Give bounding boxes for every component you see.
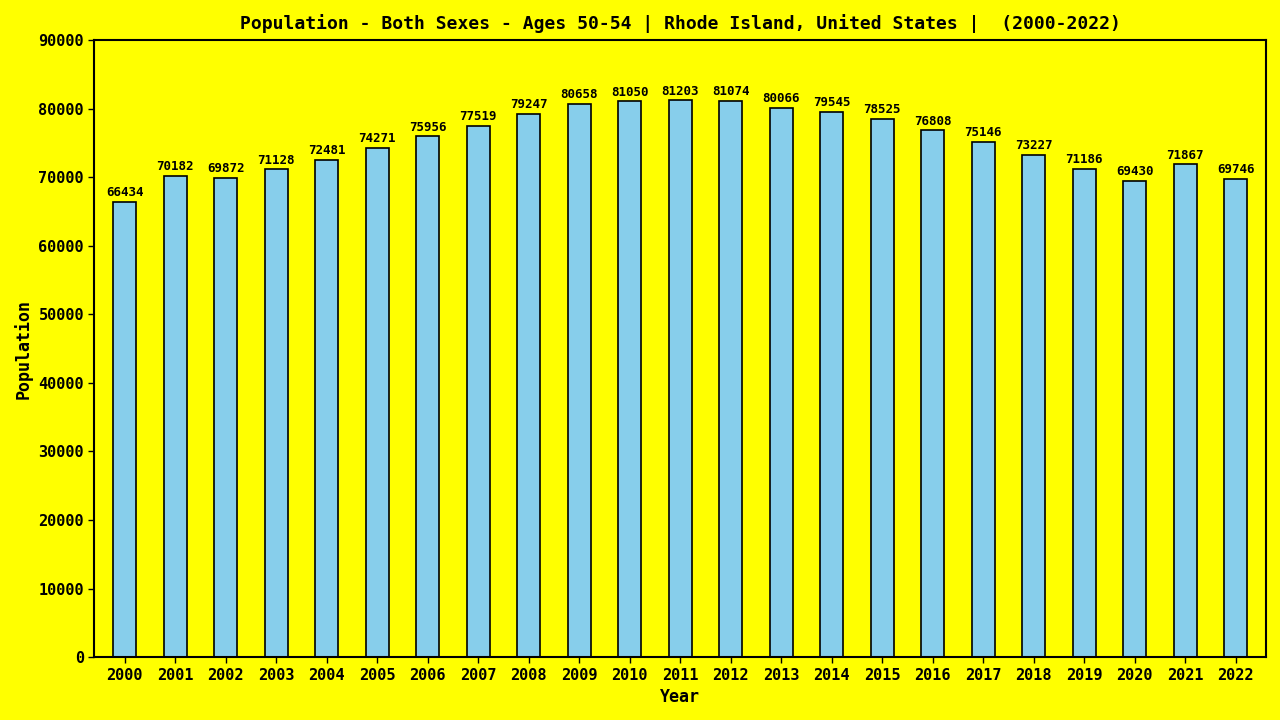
Bar (568, 104, 590, 657)
Text: 71128: 71128 (257, 153, 294, 166)
Text: 80066: 80066 (763, 92, 800, 105)
Text: 70182: 70182 (156, 160, 195, 173)
Text: 79545: 79545 (813, 96, 850, 109)
Text: 78525: 78525 (864, 103, 901, 116)
Text: 80658: 80658 (561, 89, 598, 102)
Bar (972, 142, 995, 657)
Text: 75146: 75146 (965, 126, 1002, 139)
Text: 81074: 81074 (712, 86, 750, 99)
Bar (164, 176, 187, 657)
Bar (771, 108, 792, 657)
Bar (467, 125, 490, 657)
Text: 81203: 81203 (662, 84, 699, 98)
Y-axis label: Population: Population (14, 299, 33, 399)
Bar (215, 178, 237, 657)
Text: 71867: 71867 (1166, 148, 1204, 161)
Bar (1073, 169, 1096, 657)
Bar (719, 102, 742, 657)
Bar (366, 148, 389, 657)
Bar (265, 169, 288, 657)
Bar (1174, 164, 1197, 657)
Text: 79247: 79247 (509, 98, 548, 111)
Text: 75956: 75956 (410, 120, 447, 133)
Text: 69430: 69430 (1116, 166, 1153, 179)
X-axis label: Year: Year (660, 688, 700, 706)
Text: 72481: 72481 (308, 145, 346, 158)
Bar (114, 202, 136, 657)
Text: 74271: 74271 (358, 132, 396, 145)
Text: 69872: 69872 (207, 162, 244, 175)
Bar (416, 136, 439, 657)
Text: 81050: 81050 (611, 86, 649, 99)
Text: 73227: 73227 (1015, 139, 1052, 152)
Bar (669, 100, 691, 657)
Bar (517, 114, 540, 657)
Bar (1023, 155, 1046, 657)
Title: Population - Both Sexes - Ages 50-54 | Rhode Island, United States |  (2000-2022: Population - Both Sexes - Ages 50-54 | R… (239, 14, 1121, 33)
Text: 71186: 71186 (1065, 153, 1103, 166)
Bar (618, 102, 641, 657)
Text: 77519: 77519 (460, 110, 497, 123)
Bar (922, 130, 945, 657)
Bar (315, 160, 338, 657)
Text: 76808: 76808 (914, 114, 951, 127)
Bar (1225, 179, 1247, 657)
Bar (820, 112, 844, 657)
Text: 69746: 69746 (1217, 163, 1254, 176)
Bar (870, 119, 893, 657)
Bar (1124, 181, 1146, 657)
Text: 66434: 66434 (106, 186, 143, 199)
